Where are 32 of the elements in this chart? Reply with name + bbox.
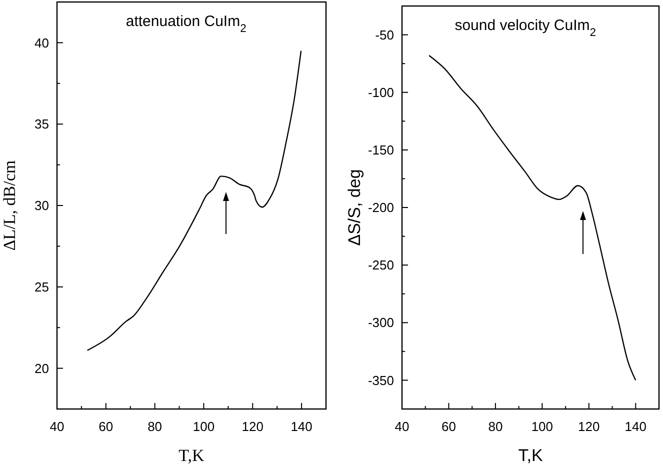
line-series — [428, 54, 636, 381]
x-tick-label: 60 — [98, 419, 114, 434]
x-axis-title: T,K — [518, 446, 544, 465]
y-tick-label: 35 — [34, 116, 49, 132]
x-tick-label: 40 — [50, 419, 64, 434]
y-tick-label: 20 — [34, 360, 49, 376]
x-tick-label: 140 — [624, 419, 646, 434]
y-axis-title: ΔL/L, dB/cm — [0, 160, 19, 251]
y-tick-label: 30 — [34, 198, 49, 214]
x-tick-label: 120 — [242, 419, 264, 434]
x-tick-label: 100 — [192, 419, 215, 434]
x-tick-label: 120 — [578, 419, 600, 434]
x-tick-label: 80 — [148, 419, 162, 434]
y-tick-label: -250 — [368, 258, 394, 273]
y-tick-label: -350 — [368, 372, 394, 388]
x-tick-label: 60 — [441, 419, 456, 434]
x-tick-label: 40 — [394, 419, 410, 434]
y-tick-label: -50 — [375, 27, 394, 42]
y-tick-label: 40 — [34, 35, 49, 50]
x-tick-label: 80 — [488, 419, 503, 434]
y-axis-title: ΔS/S, deg — [345, 169, 364, 246]
y-tick-label: -200 — [368, 200, 394, 216]
x-tick-label: 140 — [290, 419, 312, 434]
text: sound velocity CuIm$_{2}$ — [454, 17, 596, 39]
x-axis-title: T,K — [178, 446, 206, 465]
y-tick-label: 25 — [34, 279, 49, 294]
line-series — [86, 50, 302, 351]
text: attenuation CuIm$_{2}$ — [126, 13, 246, 35]
y-tick-label: -150 — [368, 142, 394, 158]
y-tick-label: -100 — [368, 84, 394, 100]
x-tick-label: 100 — [531, 419, 554, 434]
y-tick-label: -300 — [368, 315, 394, 330]
